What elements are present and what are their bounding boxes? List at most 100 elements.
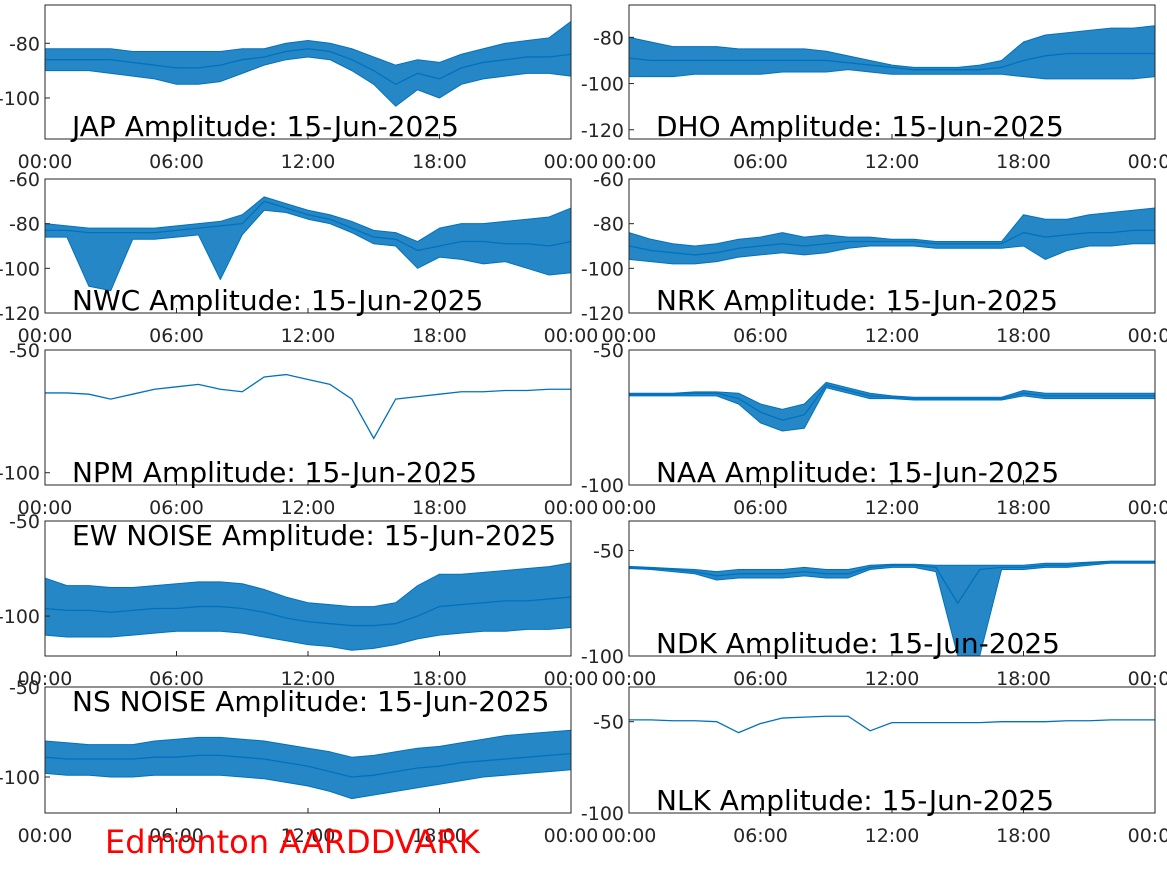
x-tick-label: 06:00 <box>733 151 788 173</box>
signal-line <box>629 384 1155 421</box>
panel-title: NAA Amplitude: 15-Jun-2025 <box>656 456 1059 489</box>
x-tick-label: 00:00 <box>1128 325 1167 347</box>
x-tick-label: 06:00 <box>733 325 788 347</box>
x-tick-label: 12:00 <box>865 497 920 519</box>
y-tick-label: -50 <box>593 541 624 563</box>
panel: -60-80-100-12000:0006:0012:0018:0000:00N… <box>581 169 1167 347</box>
panel-title: NWC Amplitude: 15-Jun-2025 <box>72 284 483 317</box>
panel: -80 -100 -120 00:00 06:00 12:00 18:00 00:00 DHO … <box>581 4 1167 173</box>
signal-line <box>628 52 1155 71</box>
panel-title: DHO Amplitude: 15-Jun-2025 <box>656 110 1064 143</box>
signal-line <box>629 715 1155 734</box>
x-tick-label: 18:00 <box>412 325 467 347</box>
x-tick-label: 18:00 <box>412 668 467 690</box>
x-tick-label: 00:00 <box>544 325 599 347</box>
y-tick-label: -100 <box>581 258 624 280</box>
panel-title: NPM Amplitude: 15-Jun-2025 <box>72 456 477 489</box>
footer-title: Edmonton AARDDVARK <box>105 823 481 861</box>
x-tick-label: 06:00 <box>149 668 204 690</box>
panel-title: NDK Amplitude: 15-Jun-2025 <box>656 627 1060 660</box>
panel-title: EW NOISE Amplitude: 15-Jun-2025 <box>72 519 556 552</box>
x-tick-label: 12:00 <box>865 668 920 690</box>
panel: -50 -100 00:00 06:00 12:00 18:00 00:00 NS NOISE… <box>0 677 598 847</box>
signal-line <box>44 752 572 778</box>
x-tick-label: 06:00 <box>149 825 204 847</box>
x-tick-label: 00:00 <box>1128 151 1167 173</box>
x-tick-label: 00:00 <box>602 325 657 347</box>
x-tick-label: 12:00 <box>281 668 336 690</box>
y-tick-label: -50 <box>9 340 40 362</box>
y-tick-label: -50 <box>9 511 40 533</box>
y-tick-label: -120 <box>581 303 624 325</box>
plot-area <box>629 521 1155 656</box>
y-tick-label: -100 <box>0 767 40 789</box>
y-tick-label: -100 <box>581 475 624 497</box>
y-tick-label: -120 <box>0 303 40 325</box>
x-tick-label: 00:00 <box>1128 497 1167 519</box>
x-tick-label: 00:00 <box>18 151 73 173</box>
y-tick-label: -100 <box>581 803 624 825</box>
signal-line <box>628 561 1155 605</box>
x-tick-label: 12:00 <box>865 825 920 847</box>
x-tick-label: 00:00 <box>544 668 599 690</box>
x-tick-label: 18:00 <box>996 325 1051 347</box>
panel-title: NS NOISE Amplitude: 15-Jun-2025 <box>72 685 549 718</box>
x-tick-label: 00:00 <box>602 497 657 519</box>
x-tick-label: 00:00 <box>544 151 599 173</box>
x-tick-label: 12:00 <box>865 325 920 347</box>
y-tick-label: -80 <box>593 27 624 49</box>
x-tick-label: 00:00 <box>1128 668 1167 690</box>
y-tick-label: -60 <box>593 169 624 191</box>
signal-line <box>44 596 572 627</box>
x-tick-label: 06:00 <box>149 325 204 347</box>
panel-title: NRK Amplitude: 15-Jun-2025 <box>656 284 1058 317</box>
x-tick-label: 00:00 <box>602 825 657 847</box>
panel: -50 -100 00:00 06:00 12:00 18:00 00:00 EW NOISE… <box>0 511 598 690</box>
panel-title: JAP Amplitude: 15-Jun-2025 <box>70 110 459 143</box>
x-tick-label: 12:00 <box>281 825 336 847</box>
x-tick-label: 00:00 <box>18 668 73 690</box>
y-tick-label: -100 <box>581 74 624 96</box>
signal-line <box>45 200 572 252</box>
x-tick-label: 00:00 <box>544 497 599 519</box>
y-tick-label: -50 <box>9 677 40 699</box>
x-tick-label: 18:00 <box>996 825 1051 847</box>
x-tick-label: 00:00 <box>602 151 657 173</box>
y-tick-label: -80 <box>9 214 40 236</box>
y-tick-label: -50 <box>593 712 624 734</box>
x-tick-label: 12:00 <box>865 151 920 173</box>
y-tick-label: -120 <box>581 120 624 142</box>
signal-line <box>628 229 1155 256</box>
x-tick-label: 18:00 <box>996 497 1051 519</box>
x-tick-label: 12:00 <box>281 497 336 519</box>
y-tick-label: -80 <box>9 33 40 55</box>
x-tick-label: 06:00 <box>149 497 204 519</box>
y-tick-label: -100 <box>0 88 40 110</box>
x-tick-label: 12:00 <box>281 151 336 173</box>
x-tick-label: 00:00 <box>1128 825 1167 847</box>
x-tick-label: 06:00 <box>733 825 788 847</box>
y-tick-label: -100 <box>0 606 40 628</box>
x-tick-label: 06:00 <box>149 151 204 173</box>
panel-title: NLK Amplitude: 15-Jun-2025 <box>656 784 1054 817</box>
x-tick-label: 00:00 <box>18 497 73 519</box>
y-tick-label: -50 <box>593 340 624 362</box>
x-tick-label: 00:00 <box>18 825 73 847</box>
y-tick-label: -100 <box>581 646 624 668</box>
x-tick-label: 18:00 <box>412 497 467 519</box>
plot-area <box>629 687 1155 813</box>
x-tick-label: 18:00 <box>996 151 1051 173</box>
y-tick-label: -80 <box>593 214 624 236</box>
x-tick-label: 12:00 <box>281 325 336 347</box>
x-tick-label: 06:00 <box>733 497 788 519</box>
x-tick-label: 00:00 <box>18 325 73 347</box>
x-tick-label: 00:00 <box>544 825 599 847</box>
y-tick-label: -60 <box>9 169 40 191</box>
signal-line <box>45 48 572 86</box>
plot-area <box>629 350 1155 485</box>
panel: -50 -100 00:00 06:00 12:00 18:00 00:00 NPM Ampl… <box>0 340 598 519</box>
